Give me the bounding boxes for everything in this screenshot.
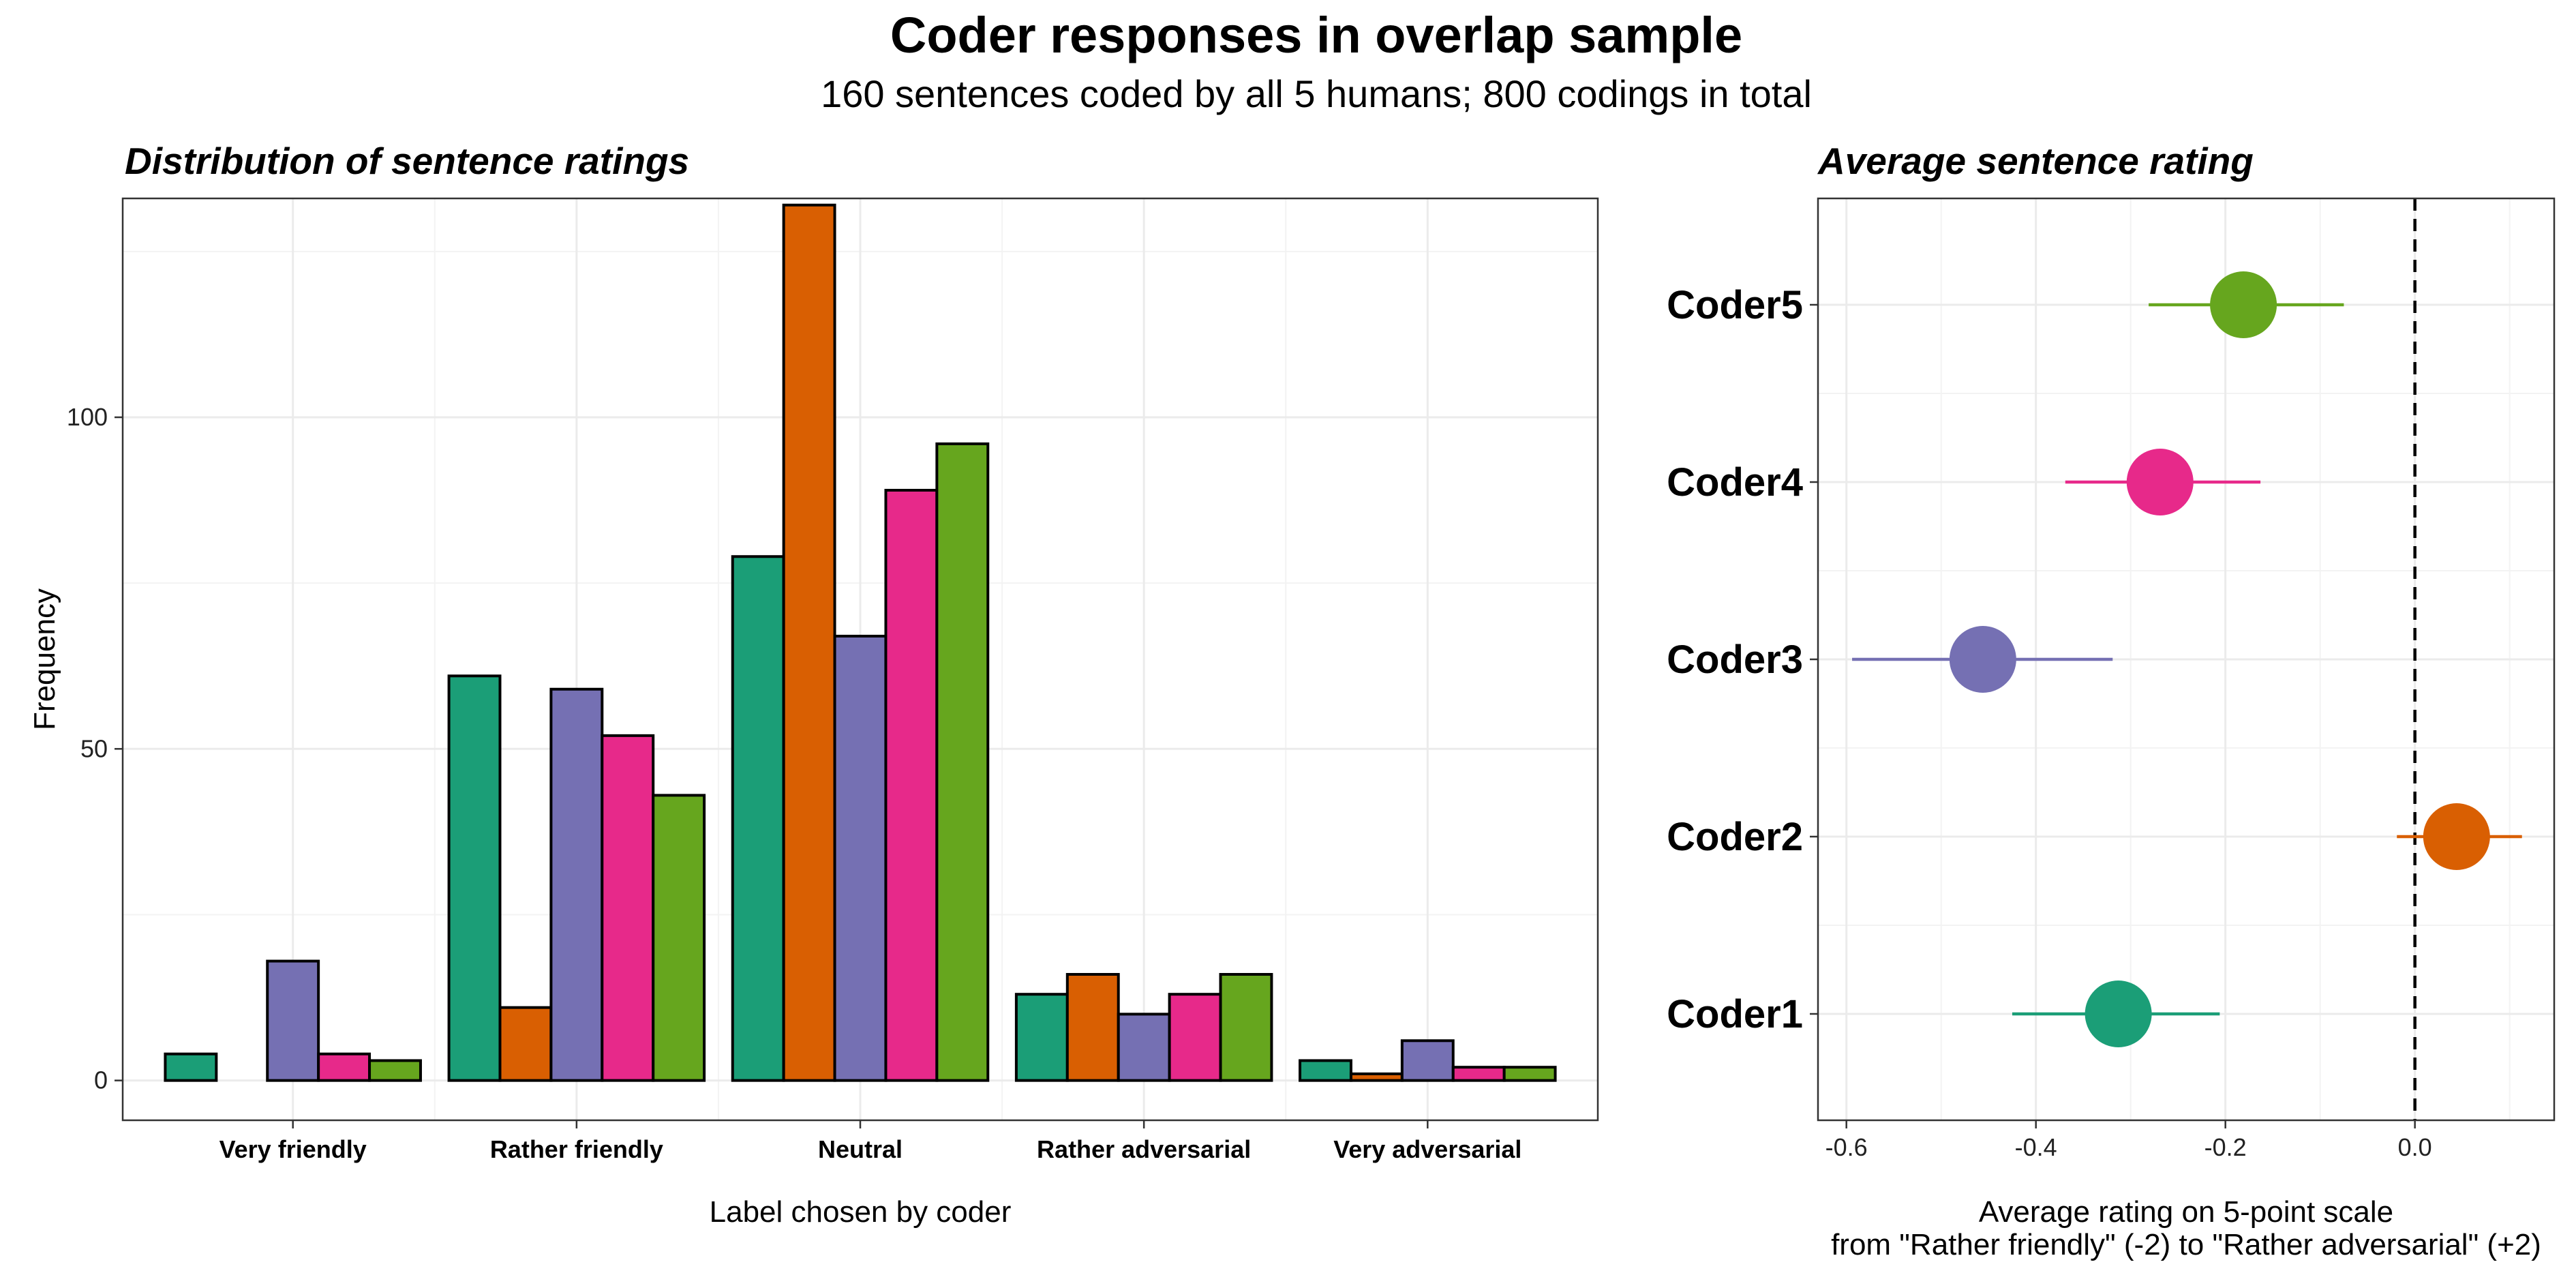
bar-chart-panel: Distribution of sentence ratings 0 50 100 V… xyxy=(28,140,1599,1229)
bar xyxy=(447,674,502,1082)
bar xyxy=(549,687,604,1082)
bar-chart-y-axis-title: Frequency xyxy=(28,588,61,730)
bar xyxy=(317,1052,372,1082)
bar xyxy=(1219,973,1273,1082)
bar xyxy=(1299,1059,1352,1082)
bar xyxy=(884,488,939,1082)
bar xyxy=(782,203,836,1082)
mean-point xyxy=(2085,980,2152,1047)
bar xyxy=(498,1006,553,1082)
bar-chart-bars xyxy=(164,203,1557,1082)
y-tick-label: 100 xyxy=(67,403,108,431)
dot-plot-panel: Average sentence rating -0.6 -0.4 -0.2 0.0 C… xyxy=(1667,140,2556,1261)
bar xyxy=(1451,1066,1506,1082)
x-tick-label: 0.0 xyxy=(2398,1133,2432,1161)
mean-point xyxy=(1949,626,2016,693)
bar xyxy=(1065,973,1120,1082)
y-tick-label: 50 xyxy=(80,734,108,762)
dot-plot-x-axis-title-line1: Average rating on 5-point scale xyxy=(1979,1195,2393,1229)
x-tick-label: Rather friendly xyxy=(490,1135,663,1163)
mean-point xyxy=(2423,803,2490,870)
bar xyxy=(1014,993,1069,1082)
bar xyxy=(1168,993,1222,1082)
y-tick-label: Coder1 xyxy=(1667,992,1803,1036)
y-tick-label: Coder2 xyxy=(1667,815,1803,859)
dot-plot-title: Average sentence rating xyxy=(1817,140,2254,182)
y-tick-label: 0 xyxy=(94,1066,108,1094)
x-tick-label: -0.2 xyxy=(2204,1133,2247,1161)
bar xyxy=(368,1059,422,1082)
bar xyxy=(1117,1013,1171,1082)
bar-chart-axes: 0 50 100 Very friendly Rather friendly Neutra… xyxy=(67,403,1522,1163)
bar xyxy=(164,1052,218,1082)
bar xyxy=(1349,1072,1404,1082)
y-tick-label: Coder4 xyxy=(1667,460,1803,505)
dot-plot-grid xyxy=(1818,198,2554,1120)
x-tick-label: Neutral xyxy=(818,1135,903,1163)
figure-title: Coder responses in overlap sample xyxy=(890,7,1742,63)
bar xyxy=(833,634,888,1082)
bar xyxy=(601,734,655,1082)
bar-chart-title: Distribution of sentence ratings xyxy=(125,140,689,182)
mean-point xyxy=(2210,271,2277,338)
dot-plot-axes: -0.6 -0.4 -0.2 0.0 Coder1 Coder2 Coder3 Coder4 C… xyxy=(1667,283,2432,1161)
y-tick-label: Coder5 xyxy=(1667,283,1803,327)
x-tick-label: Very friendly xyxy=(219,1135,367,1163)
mean-point xyxy=(2126,449,2194,515)
bar xyxy=(1502,1066,1557,1082)
figure-subtitle: 160 sentences coded by all 5 humans; 800… xyxy=(821,72,1812,115)
y-tick-label: Coder3 xyxy=(1667,638,1803,682)
bar xyxy=(935,442,990,1082)
x-tick-label: -0.4 xyxy=(2015,1133,2057,1161)
dot-plot-x-axis-title-line2: from "Rather friendly" (-2) to "Rather a… xyxy=(1831,1228,2541,1261)
bar xyxy=(1400,1039,1455,1082)
bar xyxy=(652,794,706,1082)
x-tick-label: Very adversarial xyxy=(1333,1135,1521,1163)
bar xyxy=(266,959,320,1082)
bar-chart-x-axis-title: Label chosen by coder xyxy=(710,1195,1012,1229)
x-tick-label: Rather adversarial xyxy=(1037,1135,1251,1163)
bar xyxy=(731,555,785,1082)
dot-plot-points xyxy=(1852,198,2522,1120)
x-tick-label: -0.6 xyxy=(1825,1133,1868,1161)
